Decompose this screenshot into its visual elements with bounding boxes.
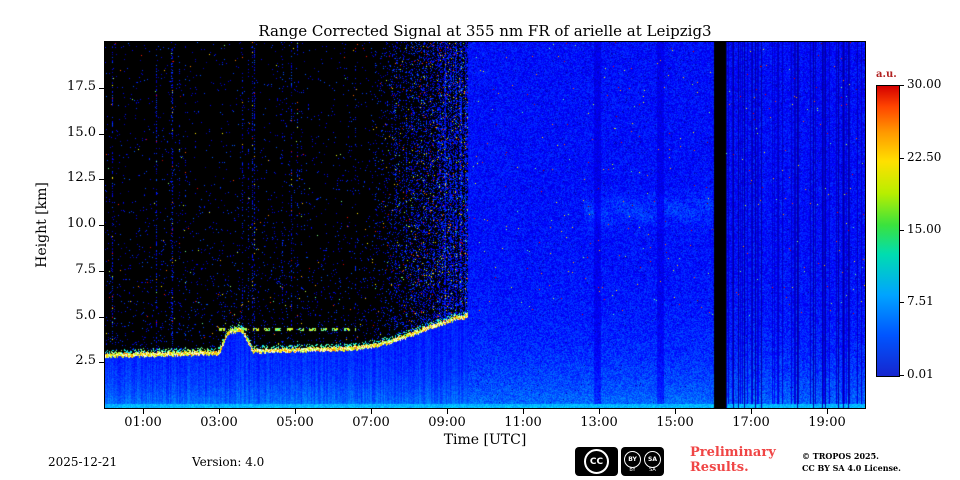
preliminary-line2: Results. [690,459,749,475]
cc-sa-caption: SA [649,466,656,473]
x-tick-label: 17:00 [732,415,770,430]
x-tick-mark [295,409,296,414]
cc-license-badges: CC BY BY SA SA [575,447,664,476]
colorbar-unit-label: a.u. [876,69,897,80]
x-axis-label: Time [UTC] [443,432,527,448]
y-tick-label: 17.5 [67,78,96,94]
heatmap-canvas [105,42,865,408]
cc-badge: CC [575,447,618,476]
colorbar-tick-mark [900,85,904,86]
colorbar-tick-label: 7.51 [907,294,934,309]
version-label: Version: 4.0 [192,455,265,469]
x-tick-label: 15:00 [656,415,694,430]
x-tick-label: 09:00 [428,415,466,430]
y-tick-mark [99,87,104,89]
x-tick-mark [827,409,828,414]
y-tick-mark [99,133,104,135]
colorbar-tick-label: 15.00 [907,222,942,237]
license-line1: © TROPOS 2025. [802,451,879,461]
x-tick-label: 01:00 [124,415,162,430]
colorbar-tick-mark [900,302,904,304]
cc-by-caption: BY [629,466,636,473]
y-tick-label: 2.5 [75,353,96,369]
colorbar-tick-label: 30.00 [907,77,942,91]
y-tick-label: 7.5 [75,261,96,277]
x-tick-mark [675,409,676,414]
y-tick-label: 5.0 [75,307,96,323]
y-tick-label: 10.0 [67,216,96,231]
cc-sa-text: SA [648,455,657,463]
x-tick-label: 03:00 [200,415,238,430]
colorbar-tick-label: 0.01 [907,367,934,381]
colorbar [876,85,900,377]
x-tick-label: 19:00 [808,415,846,430]
y-tick-mark [99,316,104,318]
x-tick-label: 05:00 [276,415,314,430]
colorbar-tick-mark [900,375,904,376]
cc-by-text: BY [628,455,637,463]
page-title: Range Corrected Signal at 355 nm FR of a… [258,22,712,40]
plot-area [104,41,866,409]
colorbar-tick-label: 22.50 [907,149,942,164]
cc-logo-icon: CC [584,449,609,474]
date-label: 2025-12-21 [48,455,118,469]
x-tick-label: 11:00 [504,415,542,430]
y-tick-label: 15.0 [67,124,96,140]
x-tick-mark [523,409,524,414]
x-tick-mark [143,409,144,414]
y-tick-label: 12.5 [67,170,96,186]
y-tick-mark [99,362,104,364]
y-tick-mark [99,179,104,181]
colorbar-tick-mark [900,157,904,159]
x-tick-mark [599,409,600,414]
cc-by-sa-badge: BY BY SA SA [621,447,664,476]
colorbar-tick-mark [900,230,904,232]
preliminary-line1: Preliminary [690,445,776,460]
x-tick-label: 07:00 [352,415,390,430]
cc-logo-text: CC [589,456,604,467]
x-tick-mark [219,409,220,414]
y-tick-mark [99,270,104,272]
x-tick-mark [751,409,752,414]
preliminary-note: Preliminary Results. [690,445,776,476]
cc-by-icon: BY [624,450,641,468]
y-tick-mark [99,225,104,226]
x-tick-label: 13:00 [580,415,618,430]
license-line2: CC BY SA 4.0 License. [802,462,901,473]
x-tick-mark [447,409,448,414]
cc-sa-icon: SA [644,450,661,468]
x-tick-mark [371,409,372,414]
license-note: © TROPOS 2025. CC BY SA 4.0 License. [802,451,901,474]
